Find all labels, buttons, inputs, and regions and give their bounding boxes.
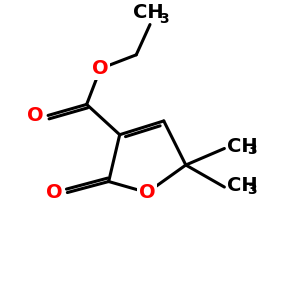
Text: 3: 3 [160,12,169,26]
Text: CH: CH [227,176,258,195]
Text: O: O [139,183,156,202]
Text: 3: 3 [247,143,256,158]
Text: 3: 3 [247,183,256,197]
Text: O: O [26,106,43,125]
Text: O: O [46,183,62,202]
Text: CH: CH [133,3,164,22]
Text: O: O [92,59,109,78]
Text: CH: CH [227,137,258,156]
